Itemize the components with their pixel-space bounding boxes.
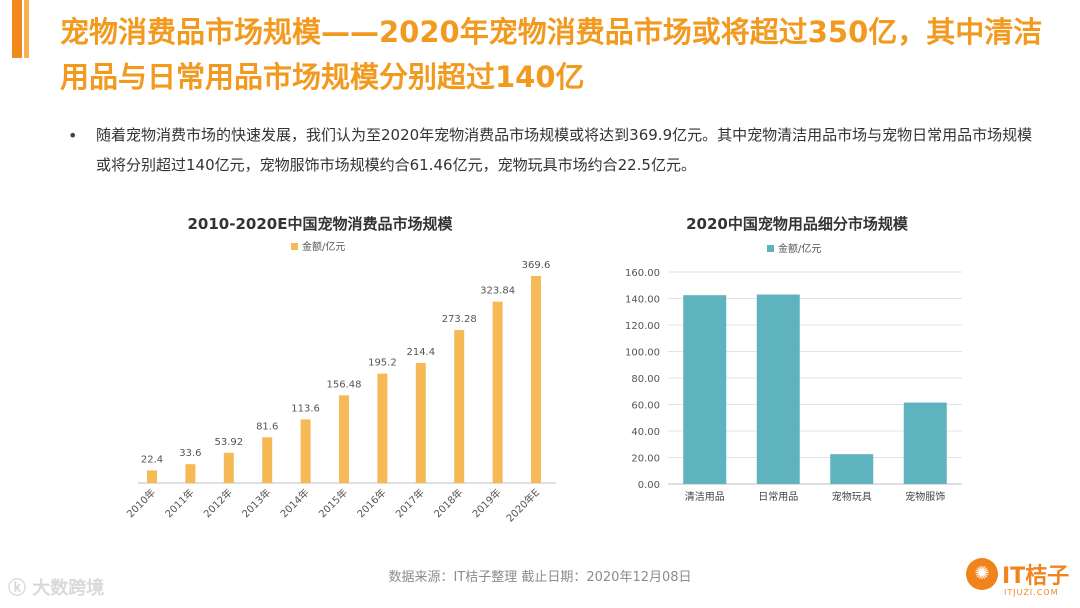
left-chart-title: 2010-2020E中国宠物消费品市场规模 [188,215,454,233]
left-bar-value-label: 113.6 [291,403,320,414]
right-chart-title: 2020中国宠物用品细分市场规模 [686,215,909,233]
right-legend-label: 金额/亿元 [778,242,821,255]
summary-text: 随着宠物消费市场的快速发展，我们认为至2020年宠物消费品市场规模或将达到369… [96,126,1033,174]
left-bar-value-label: 369.6 [522,260,551,271]
left-bar-value-label: 214.4 [406,347,435,358]
left-bar [300,419,311,483]
title-accent-bar-secondary [24,0,29,58]
left-chart: 2010-2020E中国宠物消费品市场规模 金额/亿元 22.4 2010年 33.… [124,215,556,525]
data-source-note: 数据来源：IT桔子整理 截止日期：2020年12月08日 [388,570,692,585]
title-accent-bar [12,0,22,58]
right-x-tick-label: 宠物服饰 [905,490,945,503]
left-bar [185,464,196,483]
right-chart: 2020中国宠物用品细分市场规模 金额/亿元 0.00 20.00 40.00 60.… [625,215,962,503]
left-bar [262,437,273,483]
right-x-tick-label: 日常用品 [758,490,798,503]
left-bar [492,301,503,483]
right-bar [903,402,947,484]
right-y-tick-label: 80.00 [631,374,660,385]
left-bar-value-label: 53.92 [214,437,243,448]
right-y-tick-label: 140.00 [625,295,660,306]
left-bar [415,362,426,483]
right-x-tick-label: 清洁用品 [685,490,725,503]
right-y-tick-label: 120.00 [625,321,660,332]
right-bar [830,454,874,484]
right-y-tick-label: 0.00 [638,480,660,491]
left-bar [339,395,349,483]
left-x-tick-label: 2012年 [201,486,235,520]
orange-slice-icon: ✺ [966,558,998,590]
left-x-tick-label: 2015年 [316,486,350,520]
right-bar [756,294,800,484]
left-x-tick-label: 2013年 [239,486,273,520]
left-legend-swatch [291,243,298,250]
right-y-tick-label: 20.00 [631,454,660,465]
right-y-tick-label: 100.00 [625,348,660,359]
left-x-tick-label: 2018年 [431,486,465,520]
right-y-tick-label: 40.00 [631,427,660,438]
left-x-tick-label: 2020年E [503,486,542,525]
left-x-tick-label: 2017年 [393,486,427,520]
itjuzi-logo: ✺ IT桔子 ITJUZI.COM [966,556,1076,602]
right-y-tick-label: 160.00 [625,268,660,279]
watermark-text: 大数跨境 [32,578,105,599]
logo-name: IT桔子 [1002,564,1070,589]
left-x-tick-label: 2014年 [277,486,311,520]
left-bar-value-label: 195.2 [368,358,397,369]
left-bar-value-label: 273.28 [442,314,477,325]
left-bar [454,329,465,483]
left-bar-value-label: 323.84 [480,286,515,297]
logo-url: ITJUZI.COM [1004,588,1059,597]
watermark: ⓚ 大数跨境 [8,578,105,599]
left-bar [531,276,541,483]
left-bar [147,470,157,483]
left-bar-value-label: 156.48 [327,379,362,390]
page-title: 宠物消费品市场规模——2020年宠物消费品市场或将超过350亿，其中清洁用品与日… [60,15,1043,94]
right-x-tick-label: 宠物玩具 [832,490,872,503]
left-bar-value-label: 22.4 [141,454,163,465]
left-x-tick-label: 2011年 [162,486,196,520]
left-legend-label: 金额/亿元 [302,240,345,253]
left-bar [223,452,234,483]
right-y-tick-label: 60.00 [631,401,660,412]
right-bar [683,295,727,484]
right-legend-swatch [767,245,774,252]
left-bar-value-label: 81.6 [256,421,278,432]
left-x-tick-label: 2010年 [124,486,158,520]
bullet-point-icon: • [68,126,78,145]
left-x-tick-label: 2019年 [469,486,503,520]
left-bar [377,373,388,483]
left-bar-value-label: 33.6 [179,448,201,459]
left-x-tick-label: 2016年 [354,486,388,520]
